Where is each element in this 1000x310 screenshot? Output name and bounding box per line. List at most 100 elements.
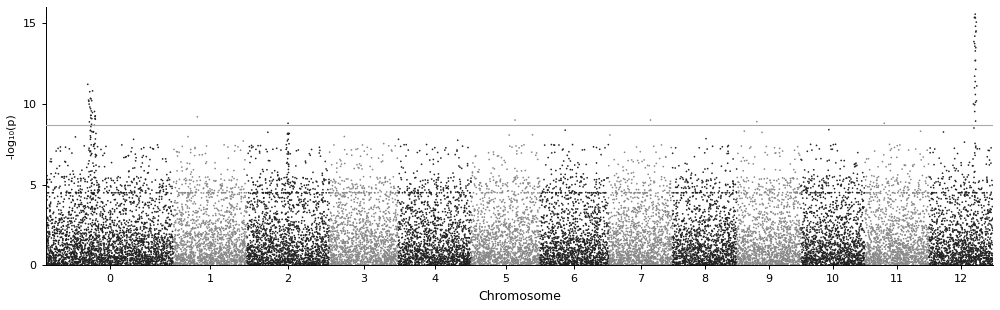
Point xyxy=(293,233,309,238)
Point xyxy=(181,239,197,244)
Point xyxy=(782,231,798,236)
Point xyxy=(334,260,350,265)
Point xyxy=(205,230,221,235)
Point xyxy=(330,255,346,260)
Point xyxy=(908,255,924,260)
Point xyxy=(843,255,859,260)
Point xyxy=(362,220,378,225)
Point xyxy=(86,263,102,268)
Point xyxy=(510,261,526,266)
Point xyxy=(851,262,867,267)
Point xyxy=(98,202,114,207)
Point xyxy=(725,246,741,250)
Point xyxy=(279,145,295,150)
Point xyxy=(595,252,611,257)
Point xyxy=(94,247,110,252)
Point xyxy=(656,257,672,262)
Point xyxy=(848,255,864,259)
Point xyxy=(483,262,499,267)
Point xyxy=(417,188,433,193)
Point xyxy=(307,245,323,250)
Point xyxy=(40,241,56,246)
Point xyxy=(56,255,72,260)
Point xyxy=(474,257,490,262)
Point xyxy=(848,164,864,169)
Point xyxy=(860,202,876,207)
Point xyxy=(100,190,116,195)
Point xyxy=(705,253,721,258)
Point xyxy=(491,255,507,260)
Point xyxy=(258,176,274,181)
Point xyxy=(611,245,627,250)
Point xyxy=(412,231,428,236)
Point xyxy=(631,250,647,255)
Point xyxy=(895,243,911,248)
Point xyxy=(465,262,481,267)
Point xyxy=(148,258,164,263)
Point xyxy=(723,250,739,255)
Point xyxy=(99,252,115,257)
Point xyxy=(619,262,635,267)
Point xyxy=(394,241,410,246)
Point xyxy=(627,252,643,257)
Point xyxy=(61,242,77,247)
Point xyxy=(618,262,634,267)
Point xyxy=(66,255,82,260)
Point xyxy=(881,241,897,246)
Point xyxy=(618,241,634,246)
Point xyxy=(891,243,907,248)
Point xyxy=(534,262,550,267)
Point xyxy=(627,260,643,265)
Point xyxy=(592,251,608,256)
Point xyxy=(473,256,489,261)
Point xyxy=(673,235,689,240)
Point xyxy=(422,247,438,252)
Point xyxy=(734,213,750,218)
Point xyxy=(170,256,186,261)
Point xyxy=(591,233,607,238)
Point xyxy=(761,250,777,255)
Point xyxy=(354,255,370,260)
Point xyxy=(562,259,578,264)
Point xyxy=(261,250,277,255)
Point xyxy=(431,242,447,247)
Point xyxy=(591,249,607,254)
Point xyxy=(941,223,957,228)
Point xyxy=(451,247,467,252)
Point xyxy=(791,182,807,187)
Point xyxy=(186,250,202,255)
Point xyxy=(875,235,891,240)
Point xyxy=(56,263,72,268)
Point xyxy=(839,261,855,266)
Point xyxy=(866,250,882,255)
Point xyxy=(824,254,840,259)
Point xyxy=(643,245,659,250)
Point xyxy=(362,259,378,264)
Point xyxy=(132,260,148,265)
Point xyxy=(866,260,882,265)
Point xyxy=(589,261,605,266)
Point xyxy=(964,243,980,248)
Point xyxy=(784,263,800,268)
Point xyxy=(602,250,618,255)
Point xyxy=(650,239,666,244)
Point xyxy=(419,201,435,206)
Point xyxy=(971,232,987,237)
Point xyxy=(388,257,404,262)
Point xyxy=(172,256,188,261)
Point xyxy=(538,261,554,266)
Point xyxy=(629,249,645,254)
Point xyxy=(982,235,998,240)
Point xyxy=(558,182,574,187)
Point xyxy=(329,161,345,166)
Point xyxy=(747,217,763,222)
Point xyxy=(444,235,460,240)
Point xyxy=(680,197,696,202)
Point xyxy=(449,251,465,256)
Point xyxy=(936,260,952,265)
Point xyxy=(150,263,166,268)
Point xyxy=(894,250,910,255)
Point xyxy=(862,261,878,266)
Point xyxy=(760,252,776,257)
Point xyxy=(557,253,573,258)
